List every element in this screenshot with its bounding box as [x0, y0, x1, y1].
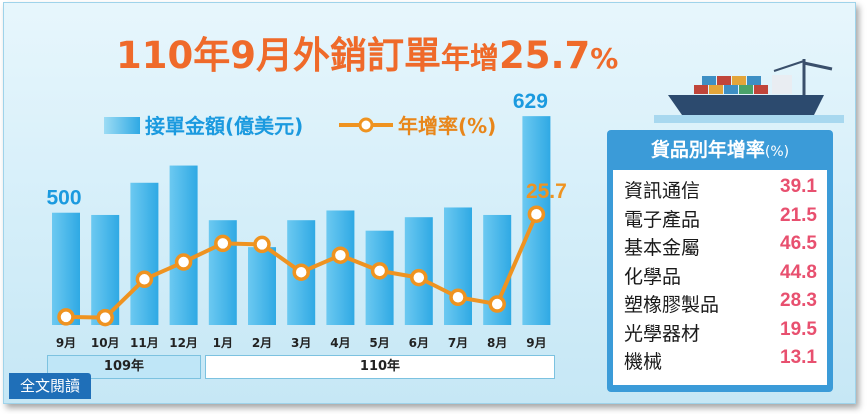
legend-line-label: 年增率(%) [398, 114, 497, 138]
category-growth-panel: 貨品別年增率(%) 資訊通信 39.1 電子產品 21.5 基本金屬 46.5 化學品 44.… [607, 130, 833, 392]
category-name: 機械 [624, 351, 663, 373]
x-tick-label: 6月 [409, 336, 429, 350]
bar [52, 212, 80, 325]
period-110: 110年 [205, 355, 555, 379]
category-row: 光學器材 19.5 [613, 317, 827, 345]
category-growth-value: 21.5 [780, 204, 817, 226]
x-tick-label: 9月 [56, 336, 76, 350]
read-full-text-button[interactable]: 全文閱讀 [9, 373, 91, 399]
bar-value-label-first: 500 [46, 187, 81, 210]
x-tick-label: 4月 [330, 336, 350, 350]
category-name: 資訊通信 [624, 180, 701, 202]
category-growth-value: 39.1 [780, 176, 817, 197]
category-row: 資訊通信 39.1 [613, 174, 827, 202]
x-tick-label: 3月 [291, 336, 311, 350]
category-row: 塑橡膠製品 28.3 [613, 288, 827, 316]
orders-chart: 9月 10月 11月 12月 1月 2月 3月 4月 5月 6月 7月 8月 9月 500 629 25.7 [46, 90, 567, 350]
category-row: 電子產品 21.5 [613, 203, 827, 231]
growth-point [96, 308, 114, 327]
growth-point [410, 268, 428, 287]
x-tick-label: 10月 [91, 336, 120, 350]
headline-yoy: 年增 [440, 41, 499, 75]
growth-value-label-last: 25.7 [526, 180, 567, 203]
bar [326, 210, 355, 325]
category-name: 化學品 [624, 265, 682, 288]
x-tick-label: 7月 [448, 336, 468, 350]
headline-main: 110年9月外銷訂單 [116, 34, 441, 77]
x-tick-label: 5月 [369, 336, 389, 350]
panel-title-unit: (%) [764, 144, 790, 160]
legend-line-swatch [339, 117, 393, 133]
x-tick-label: 2月 [252, 336, 272, 350]
growth-point [57, 308, 75, 326]
category-row: 基本金屬 46.5 [613, 231, 827, 259]
legend-bar-label: 接單金額(億美元) [145, 114, 304, 138]
growth-point [449, 288, 467, 307]
category-row: 機械 13.1 [613, 345, 827, 373]
bar [248, 247, 276, 325]
panel-title-text: 貨品別年增率 [650, 139, 765, 161]
x-tick-label: 1月 [213, 336, 233, 350]
category-growth-value: 46.5 [780, 233, 817, 254]
growth-point [370, 262, 389, 280]
infographic-frame: 110年9月外銷訂單年增25.7% 接單金額(億美元) 年增率(%) 9月 10月… [3, 2, 856, 404]
x-tick-label: 9月 [526, 336, 546, 350]
headline-percent: % [590, 42, 619, 75]
category-row: 化學品 44.8 [613, 260, 827, 288]
category-name: 塑橡膠製品 [624, 294, 720, 316]
growth-point [135, 270, 154, 289]
headline-rate: 25.7 [499, 34, 591, 77]
panel-title: 貨品別年增率(%) [607, 135, 833, 162]
cargo-ship-icon [654, 59, 844, 123]
x-tick-label: 8月 [487, 336, 507, 350]
x-tick-label: 11月 [130, 336, 159, 350]
bar [444, 207, 472, 325]
headline: 110年9月外銷訂單年增25.7% [116, 25, 736, 85]
growth-point [331, 246, 350, 264]
growth-point [292, 263, 310, 281]
bar-value-label-last: 629 [513, 90, 548, 113]
x-tick-label: 12月 [169, 336, 198, 350]
category-growth-value: 28.3 [780, 290, 817, 311]
growth-point [214, 234, 232, 253]
bar [130, 182, 159, 325]
category-growth-value: 13.1 [780, 347, 817, 368]
growth-point [488, 295, 506, 313]
bar [169, 165, 198, 325]
category-name: 光學器材 [624, 322, 701, 345]
category-growth-value: 44.8 [780, 261, 817, 283]
category-name: 電子產品 [624, 208, 701, 231]
legend-bar-swatch [104, 117, 140, 134]
growth-point [174, 253, 193, 271]
category-name: 基本金屬 [624, 237, 701, 259]
category-list: 資訊通信 39.1 電子產品 21.5 基本金屬 46.5 化學品 44.8 塑橡膠製品 28.3… [613, 170, 827, 385]
growth-point [527, 205, 546, 223]
growth-point [253, 235, 271, 254]
category-growth-value: 19.5 [780, 318, 817, 340]
